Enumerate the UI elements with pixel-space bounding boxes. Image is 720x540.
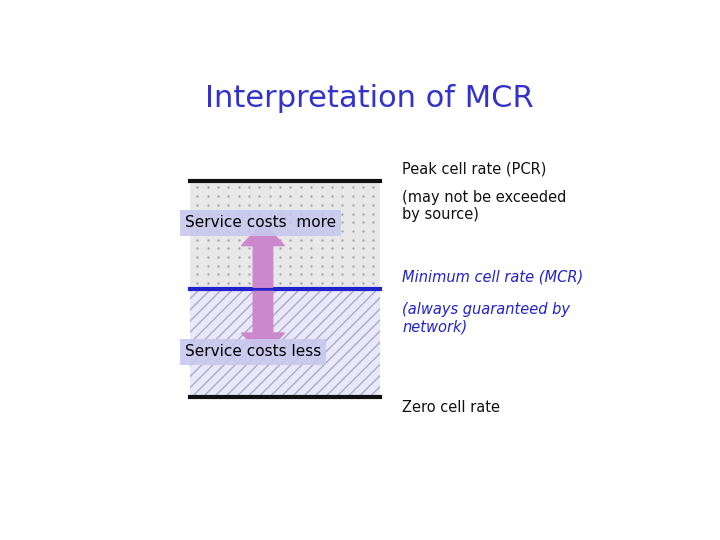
Text: Peak cell rate (PCR): Peak cell rate (PCR): [402, 161, 547, 176]
Text: Zero cell rate: Zero cell rate: [402, 400, 500, 415]
Text: Minimum cell rate (MCR): Minimum cell rate (MCR): [402, 269, 584, 285]
Bar: [190, 181, 380, 289]
FancyArrow shape: [241, 223, 284, 287]
Text: (always guaranteed by
network): (always guaranteed by network): [402, 302, 570, 335]
Text: Service costs  more: Service costs more: [185, 215, 336, 230]
Text: (may not be exceeded
by source): (may not be exceeded by source): [402, 190, 567, 222]
FancyArrow shape: [241, 292, 284, 356]
Bar: [190, 289, 380, 397]
Text: Interpretation of MCR: Interpretation of MCR: [204, 84, 534, 112]
Text: Service costs less: Service costs less: [185, 344, 321, 359]
